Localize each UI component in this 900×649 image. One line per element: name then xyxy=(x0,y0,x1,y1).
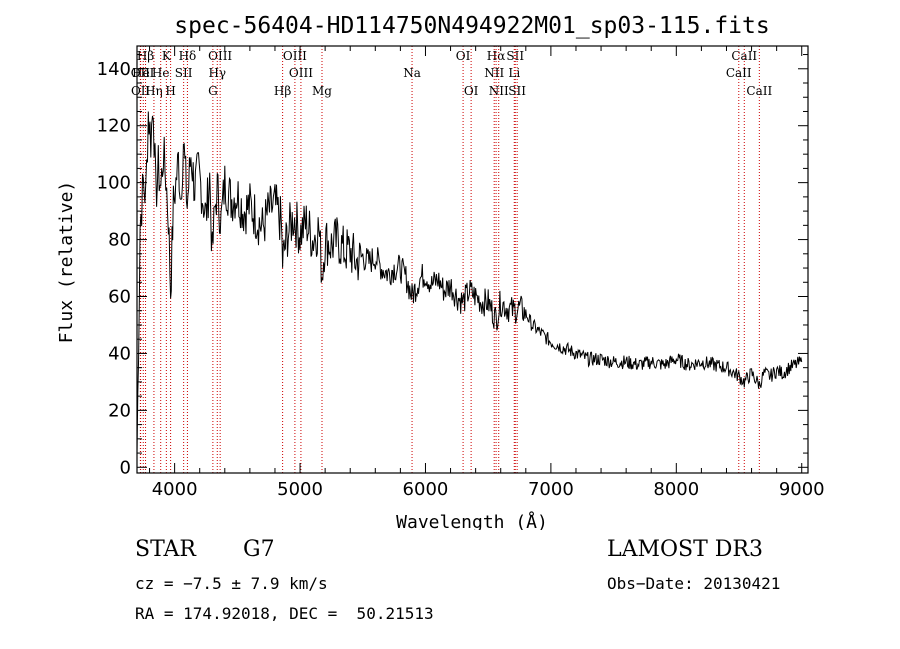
spectral-line-label: Hβ xyxy=(274,84,291,98)
spectrum-series xyxy=(136,111,803,454)
spectral-line-label: K xyxy=(162,49,172,63)
spectral-line-label: Mg xyxy=(312,84,332,98)
axis-ticks: 4000 5000 6000 7000 8000 9000 0 20 40 60 80 100 120 1… xyxy=(97,46,825,500)
spectrum-chart: spec-56404-HD114750N494922M01_sp03-115.f… xyxy=(56,13,825,530)
spectral-line-label: OIII xyxy=(283,49,307,63)
redshift-label: cz = −7.5 ± 7.9 km/s xyxy=(135,574,328,593)
y-tick-label: 140 xyxy=(97,59,131,80)
spectral-line-label: NII xyxy=(484,66,504,80)
y-tick-label: 20 xyxy=(108,400,131,421)
spectral-line-label: Na xyxy=(403,66,421,80)
spectral-line-label: Hβ xyxy=(137,49,154,63)
subclass-label: G7 xyxy=(243,537,275,562)
spectral-line-label: OIII xyxy=(208,49,232,63)
spectral-line-label: G xyxy=(208,84,218,98)
y-tick-label: 80 xyxy=(108,230,131,251)
y-tick-label: 40 xyxy=(108,343,131,364)
spectral-line-label: Hδ xyxy=(179,49,197,63)
spectral-line-label: HeI xyxy=(132,66,155,80)
x-tick-label: 5000 xyxy=(277,479,323,500)
spectral-line-label: SII xyxy=(506,49,524,63)
spectral-line-label: CaII xyxy=(746,84,772,98)
plot-frame xyxy=(136,45,809,474)
spectral-line-label: OIII xyxy=(289,66,313,80)
y-axis-label: Flux (relative) xyxy=(56,181,77,344)
spectral-line-label: NII xyxy=(489,84,509,98)
spectral-line-label: OI xyxy=(464,84,479,98)
x-tick-label: 9000 xyxy=(779,479,825,500)
spectral-line-label: He xyxy=(152,66,170,80)
y-tick-label: 60 xyxy=(108,287,131,308)
spectral-line-label: SII xyxy=(508,84,526,98)
obs-date-label: Obs−Date: 20130421 xyxy=(607,574,781,593)
y-tick-label: 120 xyxy=(97,116,131,137)
spectral-line-label: Hη xyxy=(145,84,163,98)
spectral-line-label: SII xyxy=(175,66,193,80)
spectral-line-label: H xyxy=(165,84,175,98)
spectral-line-label: CaII xyxy=(731,49,757,63)
x-tick-label: 8000 xyxy=(653,479,699,500)
spectral-line-label: Li xyxy=(508,66,520,80)
x-tick-label: 4000 xyxy=(152,479,198,500)
x-tick-label: 6000 xyxy=(403,479,449,500)
chart-title: spec-56404-HD114750N494922M01_sp03-115.f… xyxy=(174,13,769,39)
x-tick-label: 7000 xyxy=(528,479,574,500)
spectral-line-label: Hα xyxy=(487,49,506,63)
coordinates-label: RA = 174.92018, DEC = 50.21513 xyxy=(135,604,434,623)
spectral-line-label: OI xyxy=(456,49,471,63)
x-axis-label: Wavelength (Å) xyxy=(396,511,548,530)
spectrum-line xyxy=(136,111,803,454)
spectral-line-label: OII xyxy=(131,84,151,98)
y-tick-label: 100 xyxy=(97,173,131,194)
survey-label: LAMOST DR3 xyxy=(607,537,763,562)
spectral-line-label: Hγ xyxy=(208,66,226,80)
class-label: STAR xyxy=(135,537,196,562)
spectral-line-label: CaII xyxy=(726,66,752,80)
y-tick-label: 0 xyxy=(120,457,131,478)
